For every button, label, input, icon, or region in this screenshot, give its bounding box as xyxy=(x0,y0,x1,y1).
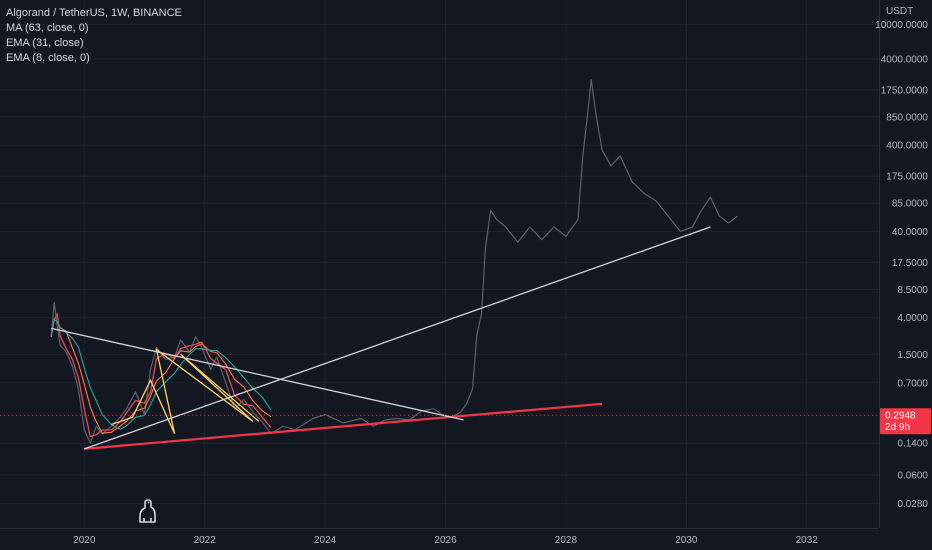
price-tick-label: 0.0600 xyxy=(897,470,928,481)
time-tick-label: 2032 xyxy=(796,535,819,546)
trend-line-0[interactable] xyxy=(84,402,603,450)
trend-line-2[interactable] xyxy=(84,226,711,450)
time-scale[interactable]: 2020 2022 2024 2026 2028 2030 2032 xyxy=(0,528,879,550)
price-tick-label: 4.0000 xyxy=(897,313,928,324)
price-tick-label: 400.0000 xyxy=(886,141,928,152)
price-tick-label: 850.0000 xyxy=(886,112,928,123)
time-scale-background xyxy=(0,528,879,550)
ma-63-line[interactable] xyxy=(50,318,272,431)
ema-8-line[interactable] xyxy=(50,312,272,438)
time-tick-label: 2024 xyxy=(314,535,337,546)
last-price-value: 0.2948 xyxy=(885,411,916,422)
last-price-countdown: 2d 9h xyxy=(885,422,910,433)
price-tick-label: 1750.0000 xyxy=(881,85,929,96)
price-tick-label: 17.5000 xyxy=(892,258,929,269)
price-series-line[interactable] xyxy=(50,78,738,444)
time-tick-label: 2028 xyxy=(555,535,578,546)
legend-symbol[interactable]: Algorand / TetherUS, 1W, BINANCE xyxy=(6,7,182,19)
time-tick-label: 2020 xyxy=(73,535,96,546)
last-price-badge-bg xyxy=(880,408,931,435)
price-tick-label: 0.0280 xyxy=(897,499,928,510)
ema-31-line[interactable] xyxy=(50,318,272,434)
price-tick-label: 175.0000 xyxy=(886,172,928,183)
price-tick-label: 1.5000 xyxy=(897,350,928,361)
price-tick-label: 8.5000 xyxy=(897,285,928,296)
price-scale-currency: USDT xyxy=(886,6,913,17)
price-tick-label: 85.0000 xyxy=(892,199,929,210)
chart-grid xyxy=(0,0,879,528)
price-scale[interactable]: USDT 10000.0000 4000.0000 1750.0000 850.0000… xyxy=(875,0,932,550)
tradingview-dino-icon[interactable] xyxy=(136,498,158,529)
price-scale-background xyxy=(879,0,932,550)
price-tick-label: 10000.0000 xyxy=(875,20,928,31)
legend-indicator-ema31[interactable]: EMA (31, close) xyxy=(6,37,84,49)
time-tick-label: 2030 xyxy=(675,535,698,546)
legend-indicator-ema8[interactable]: EMA (8, close, 0) xyxy=(6,52,90,64)
time-tick-label: 2026 xyxy=(434,535,457,546)
trend-line-1[interactable] xyxy=(51,327,464,421)
chart-legend: Algorand / TetherUS, 1W, BINANCE MA (63,… xyxy=(6,6,182,66)
time-tick-label: 2022 xyxy=(194,535,217,546)
legend-indicator-ma63[interactable]: MA (63, close, 0) xyxy=(6,22,89,34)
trend-line-3[interactable] xyxy=(111,348,260,434)
price-tick-label: 4000.0000 xyxy=(881,54,929,65)
price-tick-label: 0.7000 xyxy=(897,378,928,389)
price-tick-label: 40.0000 xyxy=(892,227,929,238)
price-tick-label: 0.1400 xyxy=(897,439,928,450)
